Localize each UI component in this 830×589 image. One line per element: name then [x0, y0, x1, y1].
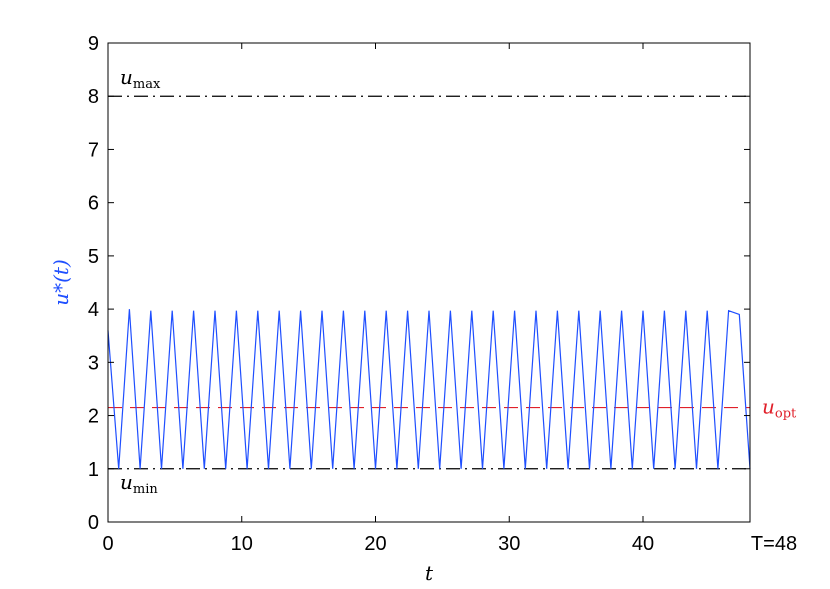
y-tick-label: 7 [88, 139, 99, 161]
plot-area [107, 95, 751, 470]
axes-frame [107, 42, 751, 523]
x-tick-label: 40 [632, 533, 654, 555]
axis-labels: t T=48 u*(t) [49, 259, 797, 585]
reference-label-opt: uopt [762, 395, 797, 422]
y-axis-label: u*(t) [49, 259, 73, 306]
y-tick-label: 3 [88, 352, 99, 374]
x-tick-label: 0 [102, 533, 113, 555]
y-tick-label: 1 [88, 459, 99, 481]
y-tick-label: 5 [88, 246, 99, 268]
x-axis-label: t [425, 561, 434, 585]
reference-label-min: umin [120, 470, 158, 497]
series-line-0 [107, 309, 751, 469]
x-tick-label: 20 [364, 533, 386, 555]
reference-labels: umax uopt umin [120, 65, 797, 497]
axis-ticks: 0 10 20 30 40 0 1 2 3 4 5 6 7 8 9 [88, 33, 750, 555]
x-tick-label: 30 [498, 533, 520, 555]
y-tick-label: 6 [88, 193, 99, 215]
y-tick-label: 9 [88, 33, 99, 55]
horizon-label: T=48 [751, 533, 797, 555]
y-tick-label: 8 [88, 86, 99, 108]
reference-label-max: umax [120, 65, 161, 92]
y-tick-label: 2 [88, 406, 99, 428]
y-tick-label: 4 [88, 299, 99, 321]
y-tick-label: 0 [88, 512, 99, 534]
x-tick-label: 10 [231, 533, 253, 555]
